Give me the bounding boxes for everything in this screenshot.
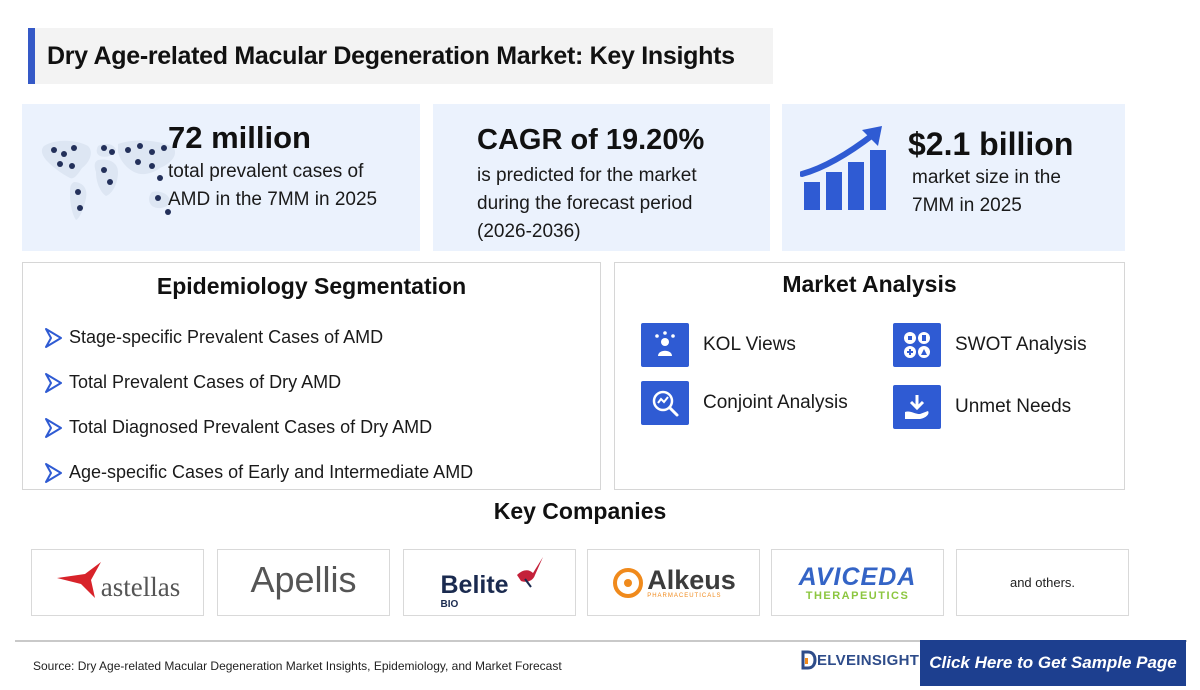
- epidemiology-panel: Epidemiology Segmentation Stage-specific…: [22, 262, 601, 490]
- get-sample-page-button[interactable]: Click Here to Get Sample Page: [920, 640, 1186, 686]
- logo-astellas: astellas: [31, 549, 204, 616]
- stat-card-prevalence: 72 million total prevalent cases of AMD …: [22, 104, 420, 251]
- alkeus-circle-icon: [613, 567, 644, 598]
- stat-line: is predicted for the market: [477, 165, 697, 186]
- belite-wordmark: Belite: [441, 571, 509, 600]
- footer-divider: [15, 640, 1187, 642]
- aviceda-sub: THERAPEUTICS: [805, 589, 910, 602]
- list-item: Total Prevalent Cases of Dry AMD: [43, 360, 473, 405]
- market-analysis-panel: Market Analysis KOL Views SWOT Analysis …: [614, 262, 1125, 490]
- alkeus-sub: PHARMACEUTICALS: [647, 592, 722, 599]
- chevron-right-icon: [45, 372, 62, 393]
- chevron-right-icon: [45, 417, 62, 438]
- belite-sub: BIO: [440, 598, 459, 610]
- epidemiology-item-label: Total Diagnosed Prevalent Cases of Dry A…: [69, 417, 433, 437]
- delveinsight-d-icon: [801, 650, 817, 670]
- market-analysis-label: Unmet Needs: [955, 396, 1072, 417]
- growth-chart-icon: [800, 126, 886, 210]
- market-analysis-item-unmet-needs: Unmet Needs: [893, 385, 1071, 429]
- market-analysis-label: SWOT Analysis: [955, 334, 1087, 355]
- stat-card-cagr: CAGR of 19.20% is predicted for the mark…: [433, 104, 770, 251]
- list-item: Stage-specific Prevalent Cases of AMD: [43, 315, 473, 360]
- market-analysis-label: KOL Views: [703, 334, 796, 355]
- epidemiology-list: Stage-specific Prevalent Cases of AMD To…: [43, 315, 473, 495]
- stat-line: total prevalent cases of: [168, 161, 364, 182]
- chevron-right-icon: [45, 327, 62, 348]
- kol-icon: [641, 323, 689, 367]
- logo-belite-bio: Belite BIO: [403, 549, 576, 616]
- market-analysis-label: Conjoint Analysis: [703, 392, 848, 413]
- logo-alkeus: Alkeus PHARMACEUTICALS: [587, 549, 760, 616]
- title-box: Dry Age-related Macular Degeneration Mar…: [28, 28, 773, 84]
- stat-line: during the forecast period: [477, 193, 693, 214]
- stat-line: AMD in the 7MM in 2025: [168, 189, 378, 210]
- apellis-wordmark: Apellis: [250, 558, 357, 600]
- list-item: Age-specific Cases of Early and Intermed…: [43, 450, 473, 495]
- unmet-needs-icon: [893, 385, 941, 429]
- stat-value-market-size: $2.1 billion: [908, 126, 1074, 162]
- market-analysis-item-swot: SWOT Analysis: [893, 323, 1087, 367]
- stat-card-market-size: $2.1 billion market size in the 7MM in 2…: [782, 104, 1125, 251]
- page-title: Dry Age-related Macular Degeneration Mar…: [47, 41, 735, 70]
- market-analysis-title: Market Analysis: [782, 271, 957, 297]
- astellas-star-icon: [56, 561, 101, 598]
- logo-others: and others.: [956, 549, 1129, 616]
- stat-line: (2026-2036): [477, 221, 581, 242]
- list-item: Total Diagnosed Prevalent Cases of Dry A…: [43, 405, 473, 450]
- source-note: Source: Dry Age-related Macular Degenera…: [33, 659, 562, 673]
- epidemiology-item-label: Total Prevalent Cases of Dry AMD: [69, 372, 342, 392]
- hummingbird-icon: [516, 556, 543, 588]
- logo-aviceda: AVICEDA THERAPEUTICS: [771, 549, 944, 616]
- epidemiology-item-label: Stage-specific Prevalent Cases of AMD: [69, 327, 384, 347]
- delveinsight-wordmark: ELVEINSIGHT: [817, 651, 920, 669]
- stat-value-cagr: CAGR of 19.20%: [477, 124, 705, 156]
- astellas-wordmark: astellas: [100, 572, 181, 602]
- stat-line: market size in the: [912, 167, 1061, 188]
- delveinsight-logo: ELVEINSIGHT: [801, 650, 919, 670]
- world-map-icon: [41, 140, 176, 220]
- chevron-right-icon: [45, 462, 62, 483]
- epidemiology-item-label: Age-specific Cases of Early and Intermed…: [69, 462, 474, 482]
- key-companies-title: Key Companies: [493, 498, 667, 524]
- belite-text: Belite: [440, 570, 509, 599]
- aviceda-wordmark: AVICEDA: [798, 562, 917, 591]
- stat-value-prevalence: 72 million: [168, 120, 311, 155]
- conjoint-icon: [641, 381, 689, 425]
- logo-apellis: Apellis: [217, 549, 390, 616]
- others-text: and others.: [1009, 575, 1076, 590]
- epidemiology-title: Epidemiology Segmentation: [156, 273, 467, 299]
- market-analysis-item-conjoint: Conjoint Analysis: [641, 381, 848, 425]
- market-analysis-item-kol: KOL Views: [641, 323, 796, 367]
- alkeus-wordmark: Alkeus: [647, 564, 736, 595]
- swot-icon: [893, 323, 941, 367]
- stat-line: 7MM in 2025: [912, 195, 1022, 216]
